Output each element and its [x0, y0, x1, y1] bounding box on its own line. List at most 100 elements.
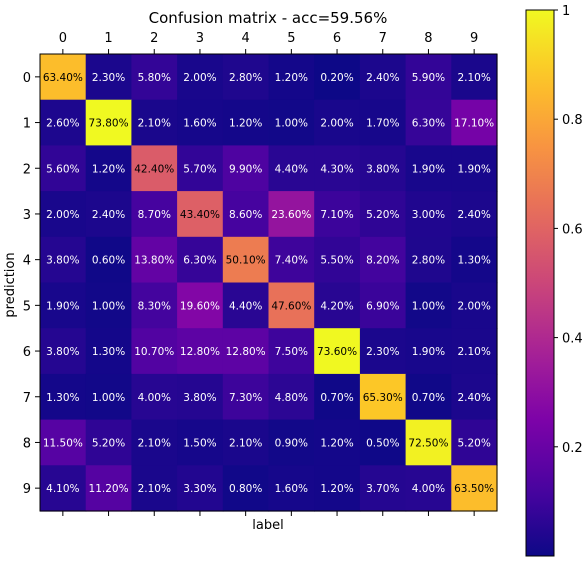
- cell-value-label: 5.80%: [138, 72, 171, 84]
- heatmap-cell: [40, 282, 87, 329]
- heatmap-cell: [131, 54, 178, 101]
- heatmap-cell: [40, 99, 87, 146]
- cell-value-label: 0.90%: [275, 437, 308, 449]
- colorbar-tick-label: 0.8: [562, 113, 583, 128]
- heatmap-cell: [451, 145, 498, 192]
- heatmap-cell: [268, 191, 315, 238]
- cell-value-label: 1.60%: [275, 483, 308, 495]
- heatmap-cell: [131, 373, 178, 421]
- cell-value-label: 19.60%: [180, 300, 220, 312]
- cell-value-label: 5.20%: [92, 437, 125, 449]
- cell-value-label: 0.60%: [92, 255, 125, 267]
- cell-value-label: 13.80%: [134, 255, 174, 267]
- cell-value-label: 2.10%: [457, 72, 490, 84]
- cell-value-label: 12.80%: [180, 346, 220, 358]
- heatmap-cell: [268, 236, 315, 284]
- cell-value-label: 8.60%: [229, 209, 262, 221]
- heatmap-cell: [40, 419, 87, 466]
- cell-value-label: 5.70%: [183, 163, 216, 175]
- heatmap-cell: [222, 465, 270, 512]
- cell-value-label: 6.90%: [366, 300, 399, 312]
- heatmap-cell: [451, 465, 498, 512]
- heatmap-cell: [268, 328, 315, 375]
- cell-value-label: 42.40%: [134, 163, 174, 175]
- heatmap-cell: [177, 419, 224, 466]
- heatmap-cell: [451, 282, 498, 329]
- y-tick-label: 0: [23, 71, 31, 86]
- x-tick-label: 9: [470, 31, 478, 46]
- colorbar: [525, 9, 555, 557]
- heatmap-cell: [405, 373, 452, 421]
- cell-value-label: 1.50%: [183, 437, 216, 449]
- heatmap-cell: [131, 282, 178, 329]
- cell-value-label: 2.60%: [46, 118, 79, 130]
- cell-value-label: 7.30%: [229, 392, 262, 404]
- heatmap-cell: [222, 54, 270, 101]
- colorbar-tick-label: 1: [562, 4, 570, 19]
- colorbar-ticks: 0.2 0.4 0.6 0.8 1: [554, 4, 583, 456]
- heatmap-cell: [177, 145, 224, 192]
- heatmap-cell: [405, 54, 452, 101]
- heatmap-cell: [405, 191, 452, 238]
- cell-value-label: 2.40%: [92, 209, 125, 221]
- heatmap-cell: [85, 191, 132, 238]
- heatmap-cell: [85, 236, 132, 284]
- colorbar-tick-label: 0.6: [562, 222, 583, 237]
- cell-value-label: 2.10%: [138, 118, 171, 130]
- heatmap-cell: [314, 145, 361, 192]
- cell-value-label: 1.20%: [320, 483, 353, 495]
- heatmap-cell: [359, 145, 407, 192]
- heatmap-cell: [222, 373, 270, 421]
- cell-value-label: 3.30%: [183, 483, 216, 495]
- heatmap-cell: [359, 54, 407, 101]
- cell-value-label: 2.00%: [320, 118, 353, 130]
- cell-value-label: 4.20%: [320, 300, 353, 312]
- y-axis-label: prediction: [3, 252, 18, 317]
- heatmap-cell: [85, 145, 132, 192]
- y-tick-label: 7: [23, 391, 31, 406]
- y-tick-label: 5: [23, 299, 31, 314]
- cell-value-label: 3.00%: [412, 209, 445, 221]
- heatmap-cell: [314, 465, 361, 512]
- cell-value-label: 1.90%: [412, 346, 445, 358]
- heatmap-cell: [131, 99, 178, 146]
- cell-value-label: 7.40%: [275, 255, 308, 267]
- cell-value-label: 23.60%: [271, 209, 311, 221]
- cell-value-label: 1.20%: [229, 118, 262, 130]
- heatmap-cell: [131, 465, 178, 512]
- heatmap-cell: [85, 465, 132, 512]
- heatmap-cell: [177, 99, 224, 146]
- cell-value-label: 1.70%: [366, 118, 399, 130]
- heatmap-cell: [405, 236, 452, 284]
- heatmap-cell: [451, 328, 498, 375]
- cell-value-label: 2.10%: [457, 346, 490, 358]
- cell-value-label: 4.40%: [275, 163, 308, 175]
- heatmap-cell: [451, 236, 498, 284]
- y-tick-label: 6: [23, 345, 31, 360]
- x-tick-label: 0: [59, 31, 67, 46]
- x-tick-label: 8: [424, 31, 432, 46]
- heatmap-cell: [359, 465, 407, 512]
- x-tick-label: 4: [242, 31, 250, 46]
- heatmap-cell: [405, 282, 452, 329]
- y-tick-label: 3: [23, 208, 31, 223]
- cell-value-label: 1.90%: [412, 163, 445, 175]
- heatmap-cell: [131, 191, 178, 238]
- cell-value-label: 2.00%: [46, 209, 79, 221]
- cell-value-label: 63.50%: [454, 483, 494, 495]
- cell-value-label: 3.70%: [366, 483, 399, 495]
- cell-value-label: 17.10%: [454, 118, 494, 130]
- cell-value-label: 3.80%: [46, 255, 79, 267]
- cell-value-label: 3.80%: [366, 163, 399, 175]
- cell-value-label: 2.10%: [138, 483, 171, 495]
- cell-value-label: 72.50%: [408, 437, 448, 449]
- heatmap-cell: [131, 419, 178, 466]
- heatmap-cell: [405, 419, 452, 466]
- heatmap-cell: [85, 419, 132, 466]
- cell-value-label: 6.30%: [412, 118, 445, 130]
- cell-value-labels: 63.40% 2.30% 5.80% 2.00% 2.80% 1.20% 0.20% 2.40…: [43, 72, 494, 495]
- heatmap-cell: [177, 282, 224, 329]
- cell-value-label: 11.20%: [89, 483, 129, 495]
- cell-value-label: 2.80%: [229, 72, 262, 84]
- heatmap-cell: [177, 191, 224, 238]
